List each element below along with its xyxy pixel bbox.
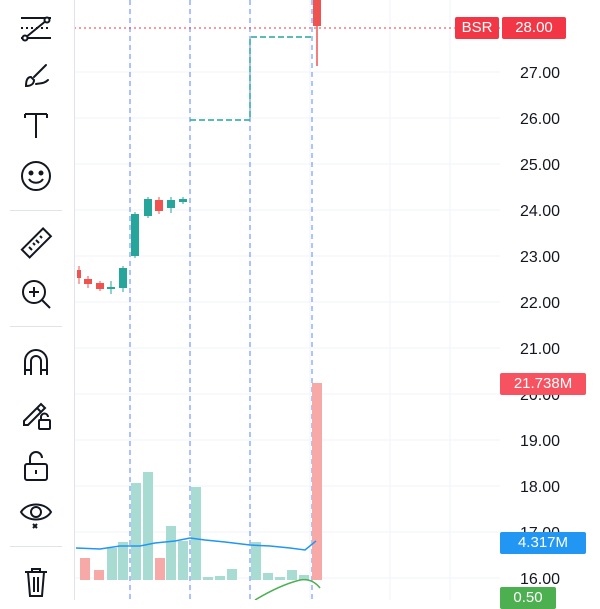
price-label: 23.00: [520, 249, 560, 266]
candle: [167, 197, 175, 213]
volume-ma-tag: 4.317M: [500, 532, 586, 554]
candle: [107, 281, 115, 294]
lower-indicator-tag: 0.50: [500, 587, 556, 609]
volume-bar: [118, 542, 128, 580]
toolbar-divider: [10, 326, 62, 327]
bsr-price-tag: 28.00: [502, 17, 566, 39]
price-label: 25.00: [520, 157, 560, 174]
volume-bar: [80, 558, 90, 580]
price-label: 27.00: [520, 65, 560, 82]
volume-bar: [275, 577, 285, 580]
volume-bars: [80, 383, 322, 580]
candle: [119, 266, 127, 292]
price-label: 19.00: [520, 433, 560, 450]
dashed-vertical-lines: [129, 0, 313, 600]
price-label: 24.00: [520, 203, 560, 220]
volume-bar: [131, 483, 141, 580]
brush-icon[interactable]: [14, 54, 58, 98]
price-label: 21.00: [520, 341, 560, 358]
candles: [77, 0, 321, 294]
volume-bar: [227, 569, 237, 580]
lower-indicator-curve: [254, 578, 321, 600]
eye-icon[interactable]: [14, 492, 58, 536]
drawing-toolbar: [0, 0, 75, 600]
volume-bar: [178, 541, 188, 580]
volume-bar: [299, 575, 309, 580]
price-label: 26.00: [520, 111, 560, 128]
volume-tag: 21.738M: [500, 373, 586, 395]
bsr-label-tag: BSR: [455, 17, 499, 39]
volume-bar: [287, 570, 297, 580]
price-label: 22.00: [520, 295, 560, 312]
step-line: [190, 36, 312, 121]
volume-ma-line: [75, 537, 317, 551]
candle: [84, 276, 92, 288]
volume-bar: [155, 558, 165, 580]
trend-line-tools-icon[interactable]: [14, 6, 58, 50]
text-tool-icon[interactable]: [14, 104, 58, 148]
toolbar-divider: [10, 546, 62, 547]
price-label: 18.00: [520, 479, 560, 496]
lock-drawings-icon[interactable]: [14, 392, 58, 436]
candle: [179, 197, 187, 204]
price-label: 16.00: [520, 571, 560, 588]
candle: [144, 197, 152, 218]
candle: [313, 0, 321, 66]
volume-bar: [263, 573, 273, 580]
unlock-icon[interactable]: [14, 444, 58, 488]
zoom-in-icon[interactable]: [14, 272, 58, 316]
emoji-icon[interactable]: [14, 154, 58, 198]
volume-bar: [94, 570, 104, 580]
price-scale[interactable]: 27.00 26.00 25.00 24.00 23.00 22.00 21.0…: [520, 65, 560, 588]
volume-bar: [107, 548, 117, 580]
volume-bar: [251, 542, 261, 580]
ruler-icon[interactable]: [14, 222, 58, 266]
candle: [155, 197, 163, 214]
volume-bar: [166, 526, 176, 580]
volume-bar: [203, 577, 213, 580]
volume-bar: [312, 383, 322, 580]
volume-bar: [143, 472, 153, 580]
magnet-icon[interactable]: [14, 340, 58, 384]
candle: [77, 266, 81, 284]
trash-icon[interactable]: [14, 560, 58, 604]
candle: [96, 281, 104, 291]
candle: [131, 212, 139, 258]
volume-bar: [215, 576, 225, 580]
volume-bar: [191, 487, 201, 580]
toolbar-divider: [10, 210, 62, 211]
